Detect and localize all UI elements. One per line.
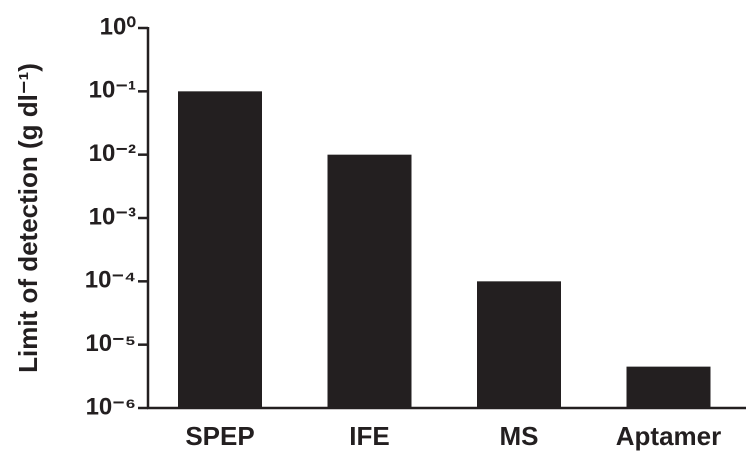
bar [327,154,412,408]
y-tick-label: 10⁻⁵ [85,330,136,357]
x-tick-label: SPEP [185,421,254,451]
x-tick-label: Aptamer [616,421,721,451]
y-tick-label: 10⁻³ [89,203,136,230]
y-tick-label: 10⁻¹ [89,77,136,104]
y-tick-label: 10⁻² [89,140,136,167]
y-tick-label: 10⁻⁴ [85,267,136,294]
y-axis-label: Limit of detection (g dl⁻¹) [13,63,43,373]
bar [477,281,561,408]
bar [178,91,262,408]
y-tick-label: 10⁰ [100,13,137,40]
y-tick-label: 10⁻⁶ [86,393,136,420]
x-tick-label: MS [500,421,539,451]
x-tick-label: IFE [349,421,389,451]
bar [626,366,711,408]
